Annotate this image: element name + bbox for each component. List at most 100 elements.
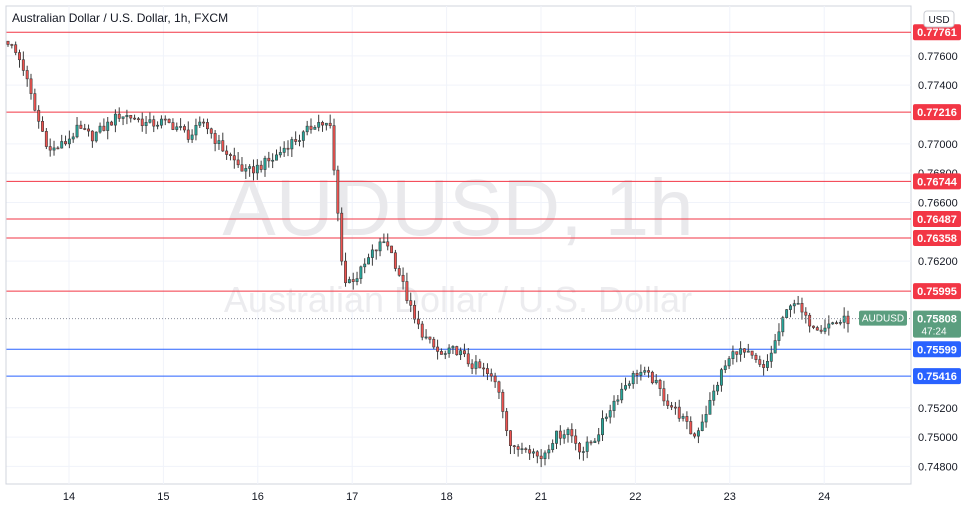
chart-title: Australian Dollar / U.S. Dollar, 1h, FXC… (12, 11, 228, 25)
candle-body (781, 317, 785, 333)
candle-body (505, 411, 509, 431)
price-level-value: 0.76487 (917, 214, 957, 226)
candle-body (64, 141, 67, 145)
price-level-value: 0.75416 (917, 371, 957, 383)
candle-body (535, 451, 539, 457)
candle-body (842, 315, 846, 323)
candle-body (236, 159, 240, 166)
candle-body (789, 305, 792, 310)
candle-body (263, 157, 267, 170)
candle-body (198, 121, 202, 126)
candle-body (432, 338, 436, 348)
candle-body (673, 406, 677, 409)
candle-body (716, 384, 720, 392)
price-level-tag (913, 368, 961, 385)
candle-body (819, 329, 823, 332)
candle-body (44, 131, 48, 147)
time-tick-label: 14 (63, 491, 75, 503)
price-level-value: 0.75599 (917, 344, 957, 356)
candle-body (746, 350, 750, 353)
symbol-tag-label: AUDUSD (862, 314, 904, 325)
candle-body (67, 138, 71, 145)
price-level-tag (913, 211, 961, 228)
candle-body (152, 119, 156, 127)
candle-body (420, 323, 424, 338)
candle-body (6, 40, 10, 45)
time-axis[interactable]: 14 15 16 17 18 21 22 23 24 (5, 6, 830, 503)
candle-body (555, 430, 558, 444)
candle-body (666, 400, 670, 406)
candle-body (267, 157, 271, 162)
candle-body (321, 122, 324, 126)
time-tick-label: 21 (535, 491, 547, 503)
candle-body (704, 414, 708, 423)
candle-body (470, 363, 474, 369)
candle-body (401, 274, 405, 282)
currency-badge-label: USD (928, 15, 949, 26)
candle-body (41, 120, 44, 132)
candle-body (313, 126, 317, 130)
candle-body (98, 125, 102, 133)
price-tick-label: 0.77000 (918, 139, 958, 151)
candle-body (570, 429, 574, 437)
candle-body (604, 416, 608, 419)
candle-body (524, 448, 528, 451)
candle-body (723, 365, 727, 370)
candle-body (56, 147, 60, 150)
candle-body (762, 364, 766, 368)
candle-body (79, 124, 83, 129)
candle-body (413, 305, 417, 320)
candle-body (179, 126, 183, 128)
candle-body (566, 429, 570, 435)
candle-body (436, 346, 440, 352)
price-tick-label: 0.75200 (918, 403, 958, 415)
price-axis[interactable]: 0.776000.774000.770000.768000.766000.762… (913, 24, 961, 473)
candle-body (574, 435, 578, 444)
candle-body (175, 126, 179, 130)
candle-body (305, 125, 309, 133)
candle-body (416, 318, 420, 325)
time-tick-label: 17 (346, 491, 358, 503)
candles (6, 40, 850, 468)
candle-body (551, 443, 555, 450)
price-level-value: 0.77761 (917, 27, 957, 39)
candle-body (512, 445, 516, 448)
price-level-tag (913, 229, 961, 246)
currency-badge[interactable]: USD (923, 10, 955, 28)
candle-body (94, 131, 98, 142)
candle-body (14, 44, 18, 53)
candle-body (113, 113, 117, 126)
candle-body (447, 347, 451, 354)
candle-body (501, 391, 505, 412)
candle-body (443, 353, 447, 355)
candle-body (708, 399, 712, 415)
candle-body (497, 381, 501, 393)
candle-body (474, 361, 478, 369)
candle-body (397, 268, 401, 276)
candle-body (83, 128, 87, 130)
candle-body (48, 146, 52, 151)
price-level-value: 0.76358 (917, 233, 957, 245)
candle-body (459, 350, 463, 356)
candle-body (217, 140, 221, 144)
candle-body (25, 70, 29, 80)
candle-body (229, 154, 232, 156)
candle-body (558, 430, 562, 439)
candle-body (835, 322, 838, 324)
price-level-tag (913, 341, 961, 358)
price-level-tag (913, 104, 961, 121)
candle-body (462, 350, 466, 355)
candle-body (735, 351, 739, 355)
candle-body (624, 385, 627, 390)
price-tick-label: 0.76200 (918, 256, 958, 268)
candle-body (838, 322, 842, 324)
candle-body (29, 78, 33, 94)
candle-body (367, 257, 370, 265)
candle-body (202, 121, 206, 124)
candle-body (662, 388, 666, 402)
candle-body (543, 452, 547, 460)
candle-body (282, 147, 286, 153)
candle-body (589, 441, 593, 444)
